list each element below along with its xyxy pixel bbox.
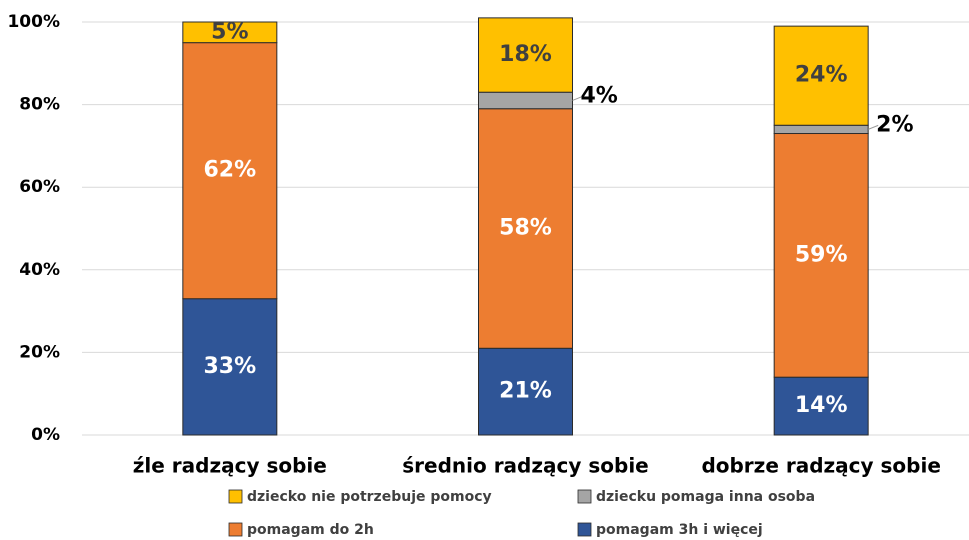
legend-swatch — [228, 522, 243, 537]
y-tick-label: 20% — [19, 342, 60, 362]
bar-segment — [182, 298, 278, 436]
leader-line — [867, 124, 879, 130]
legend-swatch — [577, 522, 592, 537]
x-tick-label: średnio radzący sobie — [402, 454, 649, 478]
y-tick-label: 100% — [7, 12, 60, 32]
data-label: 33% — [203, 354, 256, 379]
legend-label: dziecko nie potrzebuje pomocy — [247, 489, 492, 505]
data-label: 58% — [499, 216, 552, 241]
bar-segment — [478, 91, 573, 110]
data-label: 18% — [499, 42, 552, 67]
bar-segment — [478, 108, 573, 349]
bar-segment — [478, 347, 573, 436]
data-label: 2% — [876, 112, 913, 137]
bar-segment — [182, 21, 278, 44]
x-tick-label: dobrze radzący sobie — [701, 454, 940, 478]
x-tick-label: źle radzący sobie — [133, 454, 327, 478]
bar-segment — [773, 124, 869, 135]
data-label: 5% — [211, 19, 248, 44]
bar-segment — [773, 25, 869, 126]
legend-swatch — [228, 489, 243, 504]
legend-label: pomagam 3h i więcej — [596, 522, 763, 538]
legend-label: pomagam do 2h — [247, 522, 374, 538]
leader-line — [572, 96, 583, 101]
data-label: 4% — [581, 83, 618, 108]
y-tick-label: 0% — [31, 425, 60, 445]
data-label: 62% — [203, 158, 256, 183]
y-tick-label: 80% — [19, 95, 60, 115]
bar-segment — [773, 133, 869, 378]
bar-segment — [182, 42, 278, 300]
y-tick-label: 60% — [19, 177, 60, 197]
legend-swatch — [577, 489, 592, 504]
y-tick-label: 40% — [19, 260, 60, 280]
data-label: 24% — [795, 63, 848, 88]
data-label: 14% — [795, 393, 848, 418]
data-label: 59% — [795, 242, 848, 267]
data-label: 21% — [499, 379, 552, 404]
bar-segment — [773, 376, 869, 436]
bar-segment — [478, 17, 573, 93]
legend-label: dziecku pomaga inna osoba — [596, 489, 815, 505]
